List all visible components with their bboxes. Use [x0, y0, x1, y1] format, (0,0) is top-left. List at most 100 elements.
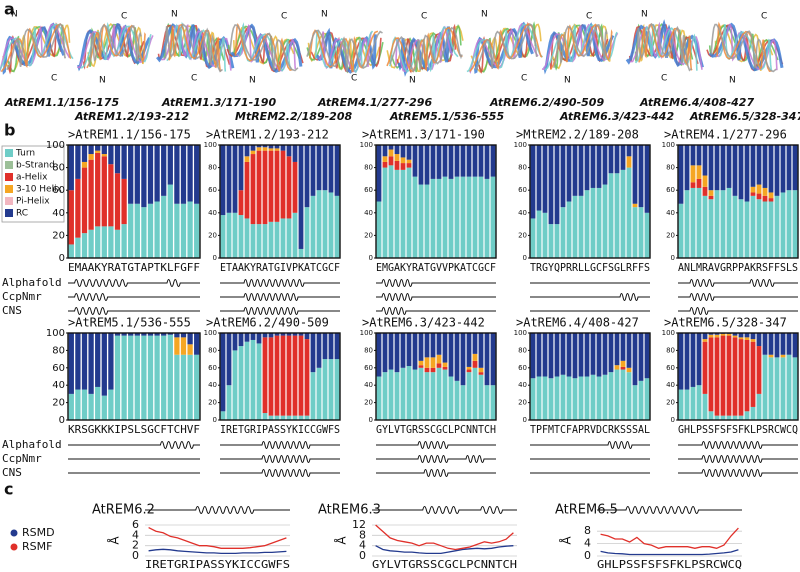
bar-segment [328, 192, 334, 258]
bar-segment [424, 357, 430, 368]
sequence: TPFMTCFAPRVDCRKSSSAL [530, 423, 650, 436]
bar-segment [554, 224, 560, 258]
bar-segment [732, 145, 738, 196]
bar-segment [114, 145, 121, 174]
bar-segment [406, 333, 412, 367]
structure-trace [0, 23, 74, 72]
y-tick-label: 2 [132, 539, 139, 552]
y-tick-label: 6 [132, 518, 139, 531]
bar-segment [268, 333, 274, 338]
bar-segment [424, 333, 430, 358]
bar-segment [262, 413, 268, 420]
bar-segment [490, 176, 496, 258]
bar-segment [280, 218, 286, 258]
ss-track [678, 469, 798, 477]
legend-swatch [5, 161, 13, 169]
bar-segment [678, 389, 684, 420]
bar-segment [448, 145, 454, 179]
bar-segment [134, 203, 140, 258]
bar-segment [430, 372, 436, 420]
y-tick-label: 12 [352, 518, 366, 531]
structure-trace [638, 23, 693, 71]
structure-label: AtREM6.5/328-347 [689, 110, 800, 123]
bar-segment [238, 346, 244, 420]
structure-trace [6, 22, 67, 71]
y-tick-label: 0 [523, 416, 527, 424]
bar-segment [590, 333, 596, 375]
bar-segment [121, 145, 127, 179]
bar-segment [108, 145, 114, 165]
bar-segment [792, 190, 798, 258]
bar-segment [286, 145, 292, 157]
structure-trace [0, 23, 71, 73]
bar-segment [292, 212, 298, 258]
bar-segment [596, 187, 602, 258]
bar-segment [578, 195, 584, 258]
plot-frame [67, 332, 201, 421]
bar-segment [310, 372, 316, 420]
bar-segment [400, 157, 406, 164]
bar-segment [262, 145, 268, 148]
bar-segment [180, 203, 187, 258]
bar-segment [768, 198, 774, 202]
bar-segment [304, 333, 310, 340]
n-terminus: N [729, 76, 736, 86]
bar-segment [154, 333, 160, 336]
ss-track [145, 506, 290, 514]
bar-segment [95, 152, 101, 227]
y-tick-label: 40 [518, 381, 527, 389]
bar-segment [768, 357, 774, 420]
y-axis-label: Å [559, 536, 574, 545]
bar-segment [388, 165, 394, 258]
bar-segment [466, 372, 472, 420]
bar-segment [780, 145, 786, 193]
bar-segment [250, 145, 256, 151]
bar-segment [614, 145, 620, 174]
bar-segment [81, 167, 88, 234]
bar-segment [780, 357, 786, 420]
series-line [148, 548, 287, 555]
bar-segment [738, 339, 744, 416]
bar-segment [274, 145, 280, 149]
bar-segment [780, 333, 786, 355]
legend-label: RSMF [22, 540, 52, 553]
structure-trace [168, 23, 222, 72]
bar-segment [750, 192, 756, 196]
bar-segment [406, 163, 412, 168]
y-tick-label: 20 [666, 231, 675, 239]
bar-segment [614, 365, 620, 370]
bar-segment [292, 415, 298, 420]
bar-segment [81, 161, 88, 168]
ss-track [220, 455, 340, 463]
bar-segment [750, 333, 756, 340]
y-tick-label: 100 [514, 141, 527, 149]
bar-segment [732, 337, 738, 416]
bar-segment [334, 195, 340, 258]
bar-segment [68, 333, 74, 394]
ss-track [372, 506, 517, 514]
bar-segment [720, 145, 726, 191]
bar-segment [690, 333, 696, 387]
y-tick-label: 60 [666, 364, 675, 372]
bar-segment [792, 333, 798, 358]
structure-label: AtREM6.2/490-509 [489, 96, 604, 109]
bar-segment [268, 148, 274, 151]
bar-segment [732, 333, 738, 336]
track-label: CNS [2, 466, 22, 479]
bar-segment [690, 386, 696, 420]
bar-segment [548, 145, 554, 225]
bar-segment [460, 385, 466, 420]
bar-segment [626, 167, 632, 258]
y-tick-label: 100 [360, 329, 373, 337]
ss-track [68, 441, 200, 449]
c-terminus: C [586, 12, 592, 22]
n-terminus: N [409, 76, 416, 86]
bar-segment [292, 145, 298, 162]
bar-segment [250, 333, 256, 340]
bar-segment [708, 199, 714, 258]
bar-segment [256, 333, 262, 344]
bar-segment [738, 199, 744, 258]
structure-trace [636, 22, 693, 72]
bar-segment [744, 411, 750, 420]
bar-segment [632, 203, 638, 208]
